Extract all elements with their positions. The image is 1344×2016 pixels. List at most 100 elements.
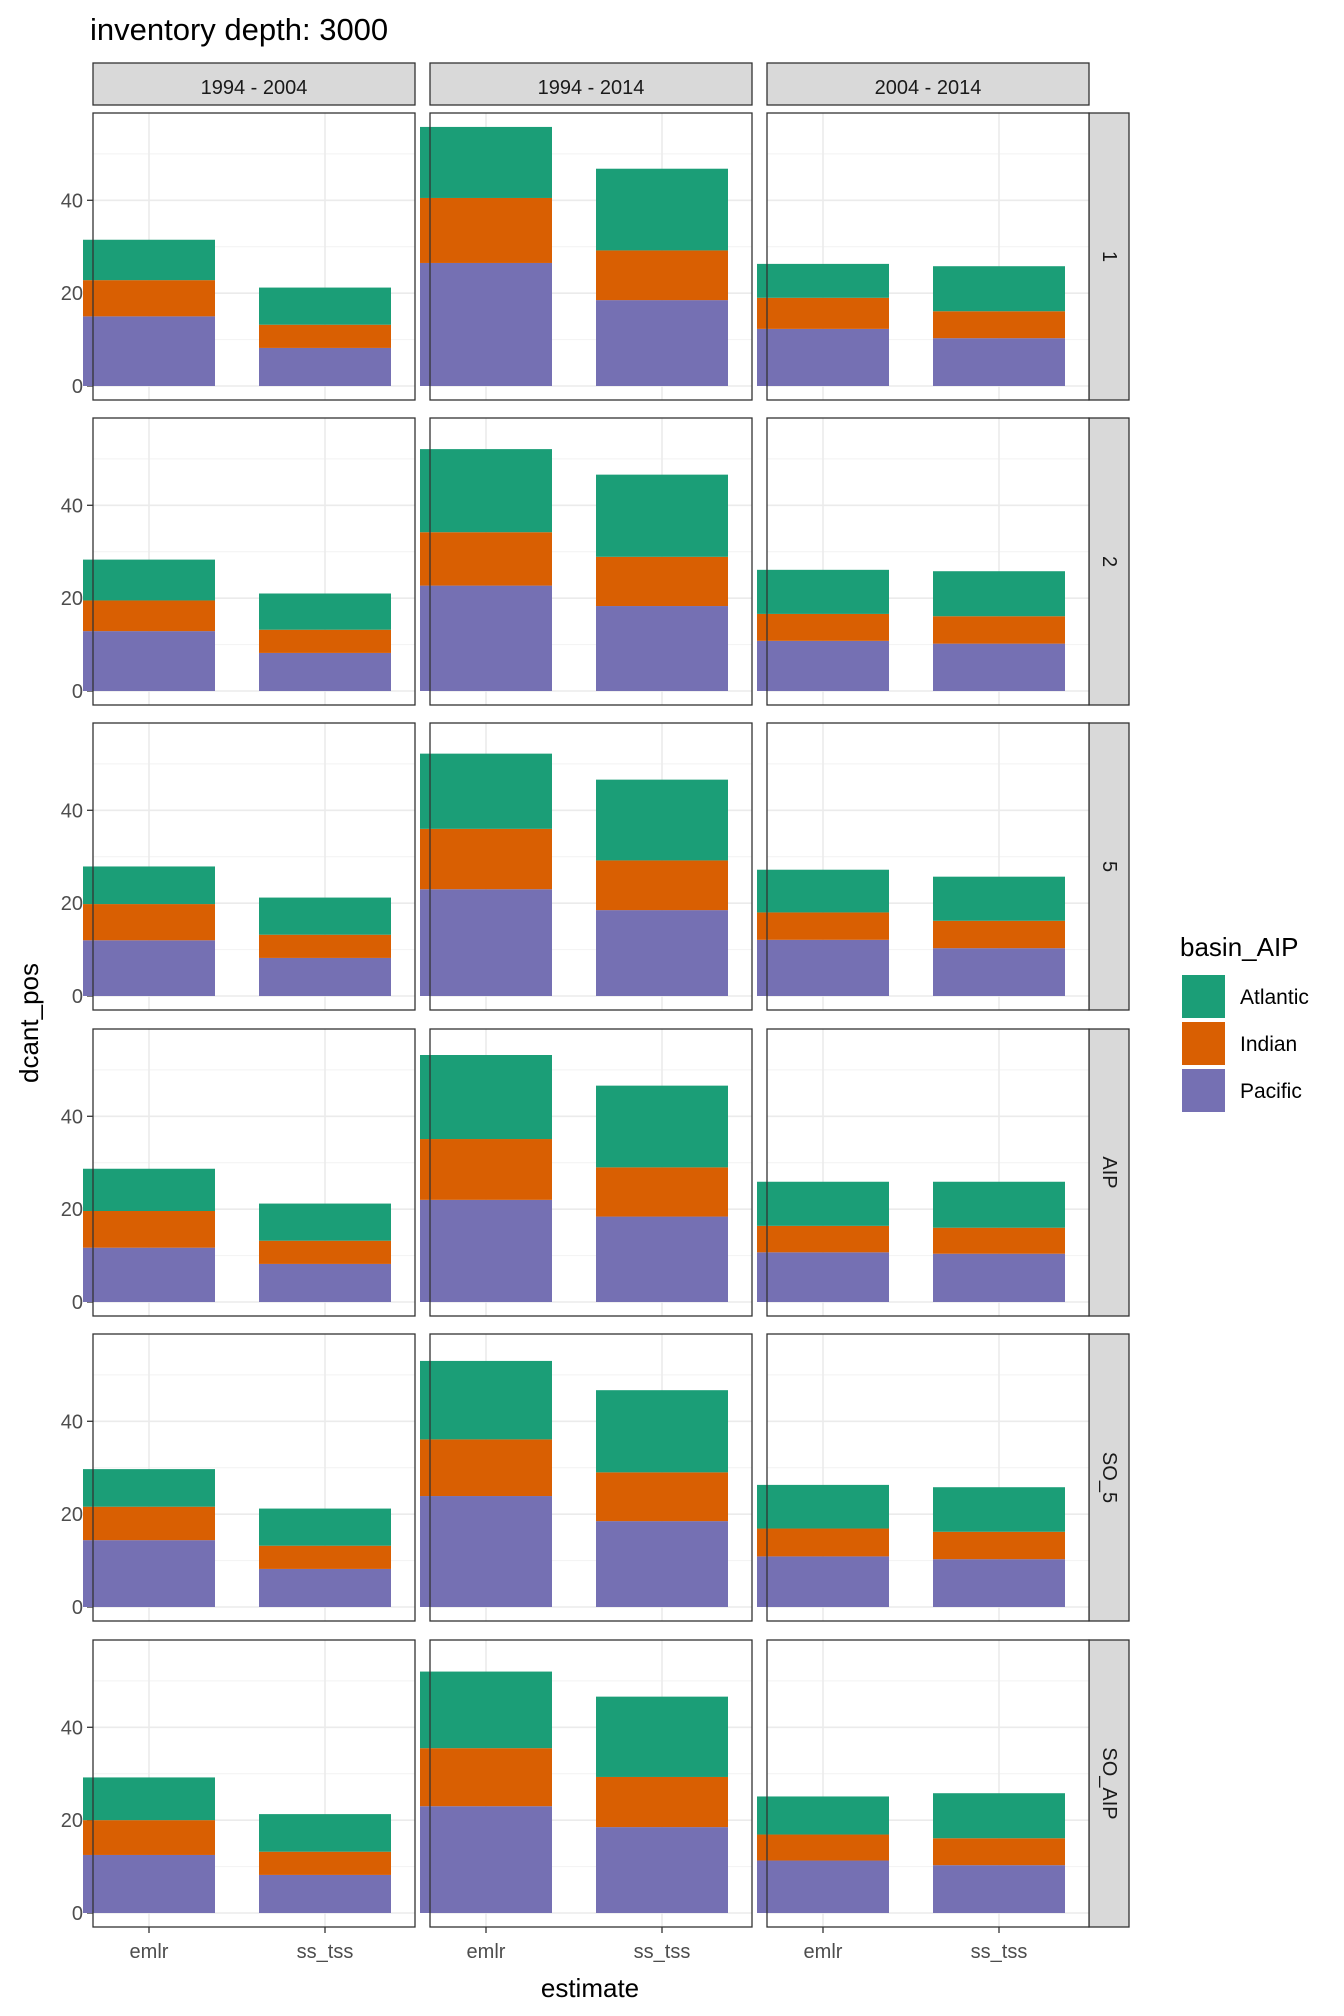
bar-1-1994-2004-emlr-pacific [83, 316, 215, 386]
panel-border-2-1994-2004 [92, 417, 416, 706]
bar-aip-2004-2014-emlr-indian [757, 1225, 889, 1253]
y-tick-label-so-aip-0: 0 [72, 1903, 83, 1925]
y-tick-label-aip-20: 20 [61, 1199, 83, 1221]
y-tick-label-1-40: 40 [61, 190, 83, 212]
bar-2-1994-2014-ss-tss-atlantic [596, 474, 728, 557]
bar-5-2004-2014-ss-tss-pacific [933, 948, 1065, 996]
bar-so-aip-1994-2004-emlr-pacific [83, 1854, 215, 1913]
bar-5-1994-2014-emlr-atlantic [420, 753, 552, 829]
bar-2-1994-2014-emlr-pacific [420, 585, 552, 691]
facet-strip-row-aip [1088, 1028, 1130, 1317]
bar-1-2004-2014-ss-tss-pacific [933, 338, 1065, 386]
bar-so-aip-2004-2014-ss-tss-atlantic [933, 1793, 1065, 1839]
bar-2-1994-2004-emlr-atlantic [83, 559, 215, 601]
bar-so-5-1994-2014-emlr-indian [420, 1439, 552, 1497]
bar-aip-1994-2004-emlr-pacific [83, 1247, 215, 1302]
bar-aip-2004-2014-emlr-pacific [757, 1252, 889, 1302]
bar-so-5-1994-2004-emlr-indian [83, 1506, 215, 1541]
bar-aip-1994-2014-ss-tss-atlantic [596, 1085, 728, 1168]
bar-1-1994-2004-emlr-atlantic [83, 239, 215, 281]
bar-so-5-2004-2014-emlr-atlantic [757, 1484, 889, 1529]
bar-so-aip-1994-2014-emlr-atlantic [420, 1671, 552, 1749]
bar-so-5-1994-2014-ss-tss-atlantic [596, 1390, 728, 1473]
bar-2-2004-2014-ss-tss-pacific [933, 643, 1065, 691]
bar-so-5-2004-2014-ss-tss-indian [933, 1531, 1065, 1560]
bar-1-1994-2014-emlr-pacific [420, 262, 552, 386]
panel-border-2-1994-2014 [429, 417, 753, 706]
bar-aip-1994-2014-emlr-indian [420, 1139, 552, 1200]
bar-1-1994-2014-ss-tss-atlantic [596, 168, 728, 251]
facet-strip-row-1 [1088, 112, 1130, 401]
legend-key-atlantic [1182, 975, 1225, 1018]
panel-border-so-5-1994-2004 [92, 1333, 416, 1622]
bar-1-1994-2014-ss-tss-pacific [596, 300, 728, 386]
bar-so-aip-1994-2004-emlr-atlantic [83, 1777, 215, 1821]
bar-so-5-1994-2014-ss-tss-indian [596, 1472, 728, 1522]
bar-so-5-1994-2004-emlr-pacific [83, 1540, 215, 1607]
legend-label-atlantic: Atlantic [1240, 986, 1309, 1009]
y-tick-label-2-0: 0 [72, 681, 83, 703]
legend: basin_AIP Atlantic Indian Pacific [1180, 932, 1309, 1112]
facet-strip-row-label-aip: AIP [1098, 1156, 1120, 1188]
facet-strip-col-1994-2004 [92, 62, 416, 106]
bar-1-1994-2004-ss-tss-pacific [259, 347, 391, 386]
bar-1-1994-2014-emlr-atlantic [420, 126, 552, 198]
bar-aip-2004-2014-ss-tss-atlantic [933, 1181, 1065, 1228]
panel-border-2-2004-2014 [766, 417, 1090, 706]
bar-so-aip-1994-2004-ss-tss-pacific [259, 1874, 391, 1913]
bar-so-5-1994-2014-emlr-atlantic [420, 1360, 552, 1440]
bar-1-2004-2014-emlr-atlantic [757, 263, 889, 298]
bar-1-2004-2014-emlr-pacific [757, 328, 889, 386]
bar-5-2004-2014-emlr-pacific [757, 939, 889, 996]
bar-so-5-2004-2014-ss-tss-pacific [933, 1559, 1065, 1607]
bar-1-1994-2014-ss-tss-indian [596, 250, 728, 301]
y-tick-label-2-40: 40 [61, 495, 83, 517]
bar-so-5-1994-2014-emlr-pacific [420, 1496, 552, 1607]
bar-aip-1994-2004-ss-tss-indian [259, 1240, 391, 1264]
bar-so-5-1994-2004-emlr-atlantic [83, 1469, 215, 1507]
x-tick-label-1994-2004-ss-tss: ss_tss [297, 1941, 354, 1963]
panel-border-aip-2004-2014 [766, 1028, 1090, 1317]
bar-5-1994-2004-ss-tss-indian [259, 934, 391, 958]
bar-2-1994-2004-ss-tss-pacific [259, 652, 391, 691]
bar-5-1994-2004-emlr-pacific [83, 940, 215, 996]
bar-aip-2004-2014-ss-tss-indian [933, 1227, 1065, 1254]
x-tick-label-2004-2014-ss-tss: ss_tss [971, 1941, 1028, 1963]
bar-so-aip-1994-2014-emlr-pacific [420, 1806, 552, 1913]
bar-aip-2004-2014-ss-tss-pacific [933, 1253, 1065, 1302]
y-tick-label-1-20: 20 [61, 283, 83, 305]
bar-so-aip-1994-2014-emlr-indian [420, 1748, 552, 1807]
facet-strip-col-label-1994-2014: 1994 - 2014 [538, 77, 645, 99]
bar-so-aip-2004-2014-emlr-pacific [757, 1860, 889, 1913]
bar-2-1994-2004-ss-tss-atlantic [259, 593, 391, 630]
y-tick-label-aip-40: 40 [61, 1106, 83, 1128]
legend-label-pacific: Pacific [1240, 1080, 1302, 1103]
bar-aip-1994-2014-ss-tss-indian [596, 1167, 728, 1217]
facet-strip-row-5 [1088, 722, 1130, 1011]
chart-title: inventory depth: 3000 [90, 12, 388, 47]
facet-strip-row-so-5 [1088, 1333, 1130, 1622]
panel-border-aip-1994-2004 [92, 1028, 416, 1317]
y-axis-title: dcant_pos [14, 963, 44, 1083]
bar-1-1994-2004-ss-tss-indian [259, 324, 391, 348]
facet-panels: 1994 - 2004 1994 - 2014 2004 - 20141020402… [61, 62, 1130, 1963]
facet-strip-col-1994-2014 [429, 62, 753, 106]
legend-label-indian: Indian [1240, 1033, 1297, 1056]
bar-so-aip-1994-2004-ss-tss-indian [259, 1851, 391, 1875]
bar-2-1994-2004-ss-tss-indian [259, 629, 391, 653]
x-tick-label-2004-2014-emlr: emlr [804, 1941, 843, 1963]
bar-so-aip-2004-2014-emlr-atlantic [757, 1796, 889, 1835]
panel-border-so-5-2004-2014 [766, 1333, 1090, 1622]
bar-5-1994-2014-ss-tss-pacific [596, 910, 728, 996]
legend-key-pacific [1182, 1069, 1225, 1112]
bar-2-2004-2014-ss-tss-indian [933, 616, 1065, 644]
bar-so-aip-1994-2014-ss-tss-atlantic [596, 1696, 728, 1777]
facet-strip-col-label-1994-2004: 1994 - 2004 [201, 77, 308, 99]
bar-2-1994-2014-emlr-atlantic [420, 449, 552, 533]
bar-aip-1994-2004-ss-tss-pacific [259, 1263, 391, 1302]
y-tick-label-so-aip-40: 40 [61, 1717, 83, 1739]
x-tick-label-1994-2014-emlr: emlr [467, 1941, 506, 1963]
panel-border-so-aip-2004-2014 [766, 1639, 1090, 1928]
panel-border-1-1994-2014 [429, 112, 753, 401]
bar-2-1994-2014-ss-tss-pacific [596, 606, 728, 691]
